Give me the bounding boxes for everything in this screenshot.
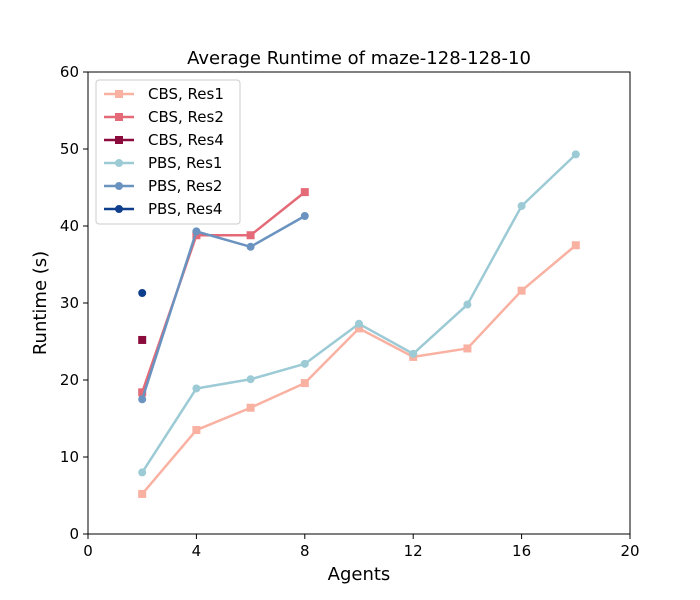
series-4-marker (517, 201, 526, 210)
series-6-marker (138, 288, 147, 297)
x-tick-label: 16 (512, 542, 531, 560)
series-5-line (141, 214, 306, 400)
series-5-marker (138, 395, 147, 404)
legend: CBS, Res1 CBS, Res2 CBS, Res4 PBS, Res1 PBS,… (95, 79, 241, 225)
chart-title: Average Runtime of maze-128-128-10 (187, 48, 531, 69)
series-4-marker (192, 384, 201, 393)
series-5-marker (300, 211, 309, 220)
legend-label: PBS, Res2 (148, 177, 222, 195)
series-2-marker (300, 188, 309, 197)
series-4-marker (463, 300, 472, 309)
y-tick-label: 10 (60, 448, 79, 466)
y-axis-ticks: 0 10 20 30 40 50 60 (60, 63, 88, 543)
series-4-marker (409, 349, 418, 358)
series-4-marker (138, 468, 147, 477)
series-1-marker (463, 344, 472, 353)
legend-swatch-marker (115, 159, 123, 167)
y-tick-label: 40 (60, 217, 79, 235)
series-5-marker (246, 242, 255, 251)
y-tick-label: 20 (60, 371, 79, 389)
legend-entry: CBS, Res4 (104, 131, 224, 149)
series-4-marker (355, 319, 363, 328)
legend-swatch-marker (115, 90, 123, 98)
series-1-marker (571, 241, 580, 250)
legend-swatch-marker (115, 205, 123, 213)
legend-label: CBS, Res2 (148, 108, 224, 126)
series-5-marker (192, 227, 201, 236)
series-2-marker (246, 231, 255, 240)
y-tick-label: 50 (60, 140, 79, 158)
legend-entry: PBS, Res1 (104, 154, 222, 172)
y-tick-label: 60 (60, 63, 79, 81)
legend-label: PBS, Res4 (148, 200, 222, 218)
series-4-marker (246, 375, 255, 384)
legend-swatch-marker (115, 136, 123, 144)
y-tick-label: 30 (60, 294, 79, 312)
series-1-marker (138, 489, 147, 498)
legend-entry: PBS, Res4 (104, 200, 222, 218)
x-tick-label: 0 (83, 542, 93, 560)
series-4-marker (571, 150, 580, 159)
series-1-marker (300, 379, 309, 388)
series-6 (138, 288, 147, 297)
legend-entry: PBS, Res2 (104, 177, 222, 195)
series-layer (138, 150, 580, 498)
legend-entry: CBS, Res1 (104, 85, 224, 103)
series-4-marker (300, 359, 309, 368)
x-tick-label: 20 (620, 542, 639, 560)
x-axis-ticks: 0 4 8 12 16 20 (83, 534, 640, 560)
series-4 (138, 150, 580, 477)
y-axis-label: Runtime (s) (30, 251, 51, 355)
y-tick-label: 0 (69, 525, 79, 543)
series-1-line (141, 244, 577, 495)
x-axis-label: Agents (328, 564, 391, 585)
x-tick-label: 4 (192, 542, 202, 560)
legend-label: CBS, Res4 (148, 131, 224, 149)
series-5 (138, 211, 309, 404)
x-tick-label: 12 (404, 542, 423, 560)
legend-entry: CBS, Res2 (104, 108, 224, 126)
series-1 (138, 241, 580, 498)
legend-label: CBS, Res1 (148, 85, 224, 103)
series-1-marker (192, 426, 201, 435)
series-3-marker (138, 335, 147, 344)
x-tick-label: 8 (300, 542, 310, 560)
legend-swatch-marker (115, 182, 123, 190)
series-1-marker (246, 403, 255, 412)
legend-label: PBS, Res1 (148, 154, 222, 172)
series-1-marker (517, 286, 526, 295)
series-3 (138, 335, 147, 344)
legend-swatch-marker (115, 113, 123, 121)
